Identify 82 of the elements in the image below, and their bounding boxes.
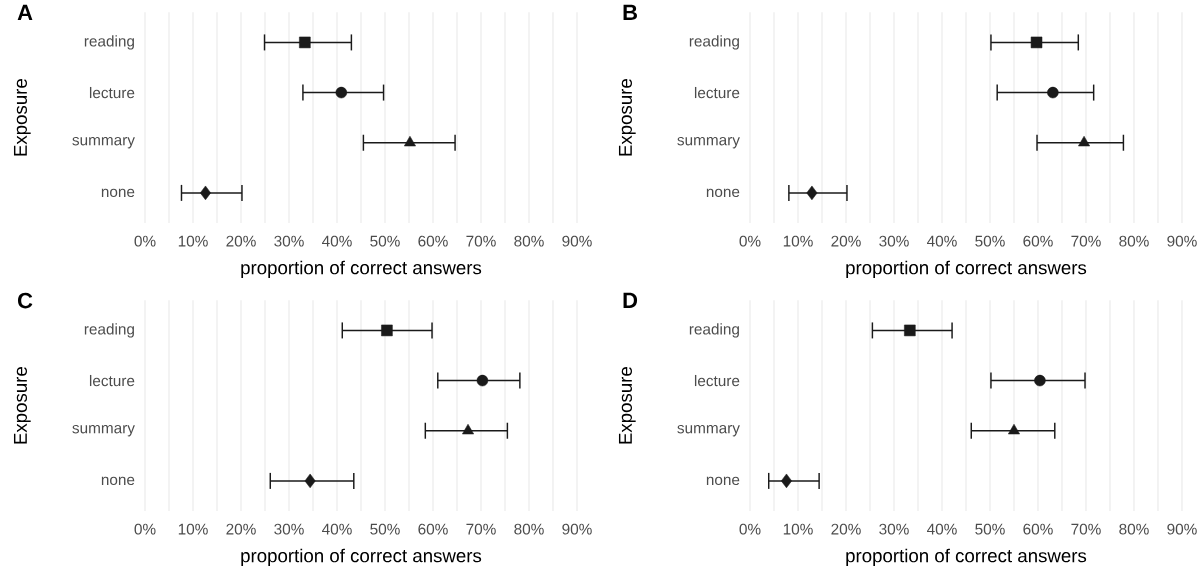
x-tick-label: 30%	[274, 235, 304, 247]
x-tick-label: 60%	[1023, 235, 1053, 247]
point	[806, 185, 818, 201]
y-axis-title: Exposure	[618, 79, 636, 156]
y-tick-label: reading	[84, 35, 134, 50]
x-tick-label: 0%	[739, 523, 761, 535]
x-axis-title: proportion of correct answers	[846, 548, 1087, 567]
x-tick-label: 70%	[1071, 235, 1101, 247]
x-tick-label: 30%	[274, 523, 304, 535]
chart-title: B	[623, 4, 637, 20]
y-tick-label: reading	[689, 323, 739, 338]
point	[476, 374, 489, 387]
point	[404, 135, 416, 147]
y-tick-label: none	[101, 188, 135, 198]
point	[1034, 374, 1046, 387]
x-tick-label: 90%	[562, 523, 592, 535]
y-tick-label: lecture	[694, 374, 740, 387]
x-tick-label: 70%	[1071, 523, 1101, 535]
x-tick-label: 90%	[1167, 235, 1197, 247]
x-tick-label: 20%	[226, 523, 256, 535]
point	[1030, 36, 1043, 49]
x-axis-title: proportion of correct answers	[846, 260, 1087, 279]
point	[462, 423, 474, 435]
x-tick-label: 10%	[783, 523, 813, 535]
point	[335, 86, 348, 99]
x-tick-label: 30%	[879, 523, 909, 535]
point	[304, 473, 316, 489]
point	[1078, 135, 1090, 147]
x-tick-label: 40%	[322, 523, 352, 535]
x-tick-label: 50%	[370, 523, 400, 535]
y-tick-label: none	[706, 188, 740, 198]
x-tick-label: 10%	[178, 235, 208, 247]
point	[299, 36, 311, 49]
x-tick-label: 0%	[134, 523, 156, 535]
chart-title: D	[623, 292, 638, 308]
x-tick-label: 10%	[783, 235, 813, 247]
y-tick-label: reading	[689, 35, 739, 50]
y-axis-title: Exposure	[13, 367, 31, 444]
x-tick-label: 20%	[226, 235, 256, 247]
x-tick-label: 70%	[466, 523, 496, 535]
x-tick-label: 30%	[879, 235, 909, 247]
x-tick-label: 70%	[466, 235, 496, 247]
y-tick-label: summary	[677, 137, 740, 149]
point	[1047, 86, 1059, 99]
x-tick-label: 0%	[739, 235, 761, 247]
y-tick-label: none	[706, 476, 740, 486]
x-tick-label: 50%	[370, 235, 400, 247]
y-axis-title: Exposure	[13, 79, 31, 156]
x-tick-label: 40%	[927, 235, 957, 247]
chart-title: C	[18, 292, 33, 309]
x-tick-label: 80%	[514, 523, 544, 535]
point	[904, 324, 916, 337]
y-tick-label: summary	[72, 425, 135, 437]
x-tick-label: 90%	[562, 235, 592, 247]
x-tick-label: 60%	[418, 523, 448, 535]
y-tick-label: summary	[72, 137, 135, 149]
y-tick-label: summary	[677, 425, 740, 437]
x-tick-label: 20%	[831, 523, 861, 535]
y-tick-label: none	[101, 476, 135, 486]
x-tick-label: 90%	[1167, 523, 1197, 535]
x-tick-label: 80%	[514, 235, 544, 247]
chart-title: A	[17, 4, 33, 20]
x-tick-label: 60%	[418, 235, 448, 247]
point	[1008, 423, 1020, 435]
x-tick-label: 0%	[134, 235, 156, 247]
x-tick-label: 80%	[1119, 235, 1149, 247]
y-tick-label: lecture	[694, 86, 740, 99]
x-tick-label: 10%	[178, 523, 208, 535]
y-tick-label: lecture	[89, 374, 135, 387]
x-tick-label: 50%	[975, 523, 1005, 535]
x-tick-label: 60%	[1023, 523, 1053, 535]
x-tick-label: 20%	[831, 235, 861, 247]
y-tick-label: lecture	[89, 86, 135, 99]
x-tick-label: 40%	[927, 523, 957, 535]
x-tick-label: 40%	[322, 235, 352, 247]
y-axis-title: Exposure	[618, 367, 636, 444]
x-tick-label: 50%	[975, 235, 1005, 247]
x-tick-label: 80%	[1119, 523, 1149, 535]
x-axis-title: proportion of correct answers	[241, 260, 482, 279]
point	[381, 324, 393, 337]
y-tick-label: reading	[84, 323, 134, 338]
x-axis-title: proportion of correct answers	[241, 548, 482, 567]
